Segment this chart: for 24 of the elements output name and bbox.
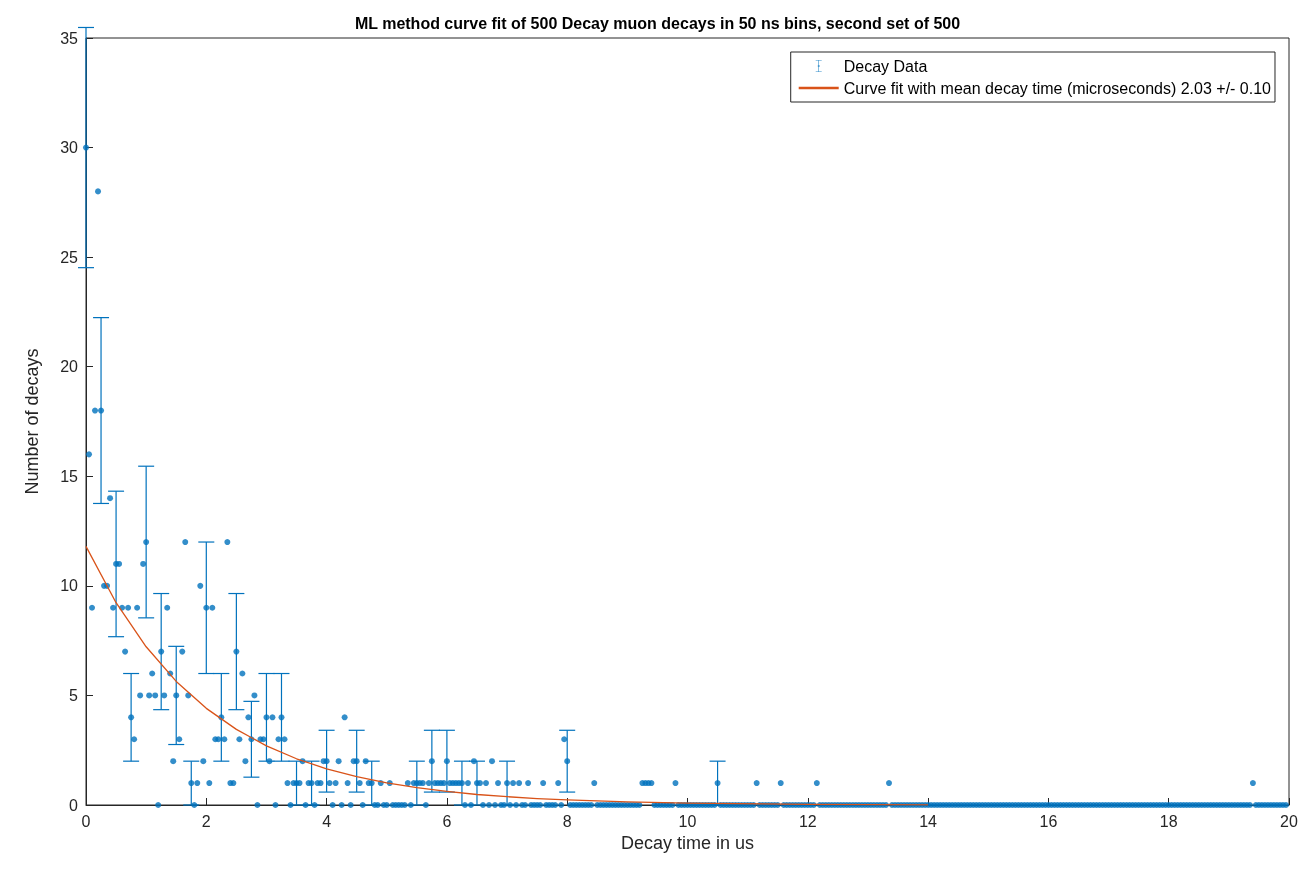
x-tick-label: 12 [798,812,817,830]
x-tick-label: 18 [1159,812,1178,830]
x-tick-label: 0 [81,812,91,830]
x-tick-label: 16 [1039,812,1058,830]
legend-label: Decay Data [843,57,928,75]
y-axis-title: Number of decays [22,348,42,495]
x-tick-label: 6 [442,812,452,830]
y-tick-label: 5 [69,686,79,704]
y-tick-label: 15 [60,467,79,485]
y-tick-label: 10 [60,577,79,595]
y-tick-label: 0 [69,796,79,814]
chart-title: ML method curve fit of 500 Decay muon decays in 50 ns bins, second set of 500 [354,14,961,32]
y-tick-label: 20 [60,358,79,376]
legend-label: Curve fit with mean decay time (microseconds) 2.03 +/- 0.10 [843,79,1272,97]
y-tick-label: 25 [60,248,79,266]
x-tick-label: 8 [562,812,572,830]
y-tick-label: 30 [60,139,79,157]
x-tick-label: 14 [919,812,938,830]
x-tick-label: 4 [322,812,332,830]
x-tick-label: 20 [1280,812,1298,830]
y-tick-label: 35 [60,29,79,47]
x-tick-label: 10 [678,812,697,830]
x-axis-title: Decay time in us [620,832,755,853]
x-tick-label: 2 [201,812,211,830]
